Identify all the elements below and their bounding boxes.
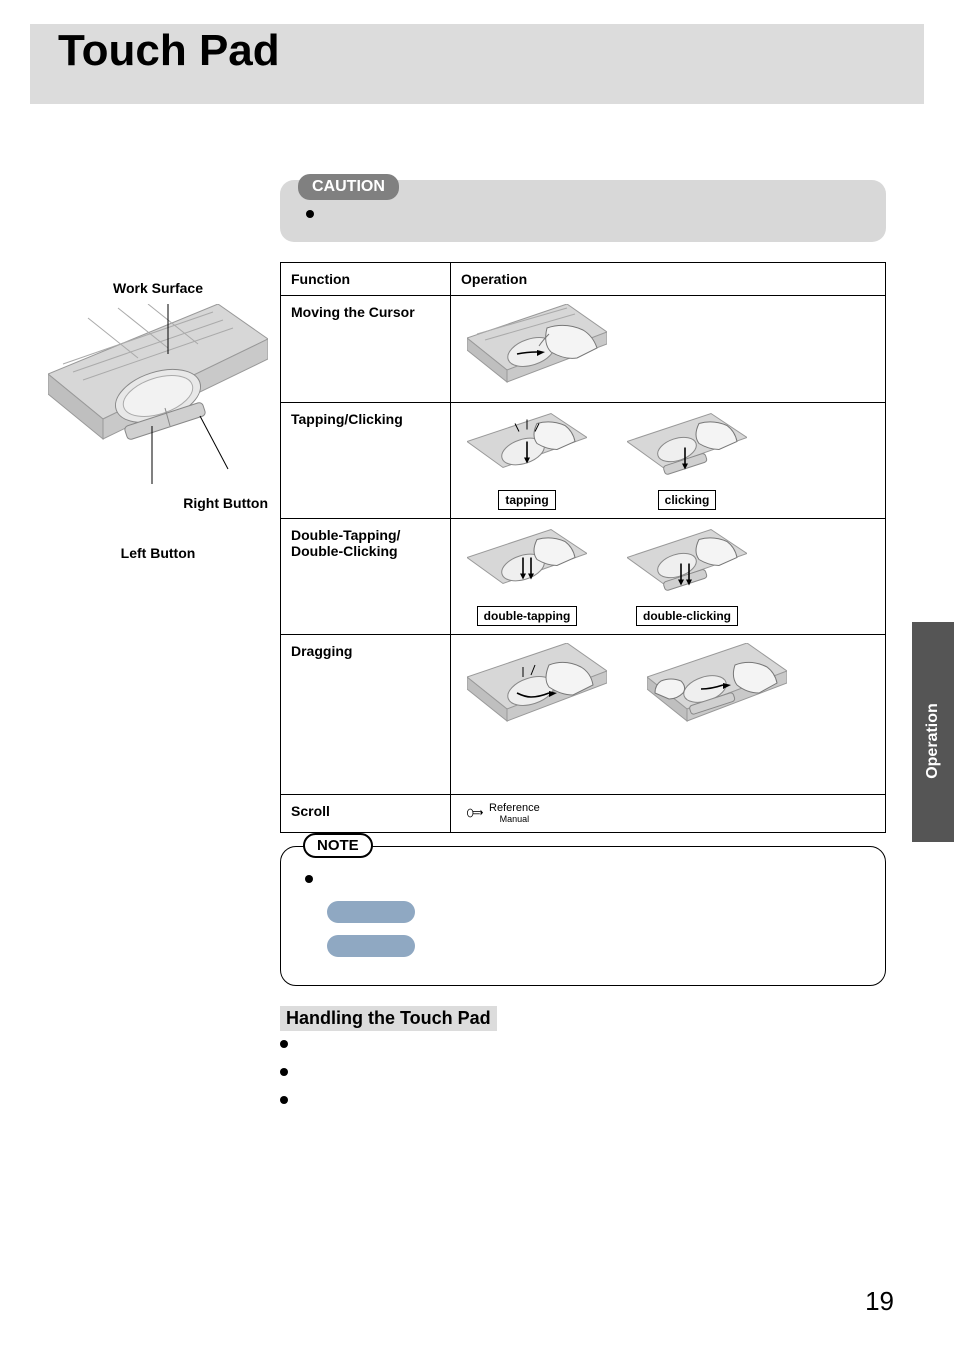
pointer-hand-icon — [467, 807, 483, 819]
double-clicking-icon — [627, 527, 747, 602]
work-surface-label: Work Surface — [48, 280, 268, 296]
operation-thumb: double-clicking — [627, 527, 747, 626]
table-row: Dragging — [281, 635, 886, 795]
caption-double-clicking: double-clicking — [636, 606, 738, 626]
side-tab-label: Operation — [924, 696, 942, 786]
double-tapping-icon — [467, 527, 587, 602]
operation-thumb — [467, 304, 607, 394]
left-button-label: Left Button — [48, 545, 268, 561]
reference-text-bottom: Manual — [489, 815, 540, 824]
move-cursor-icon — [467, 304, 607, 394]
reference-text-top: Reference — [489, 803, 540, 815]
clicking-icon — [627, 411, 747, 486]
func-label: Tapping/Clicking — [291, 411, 403, 427]
func-label: Moving the Cursor — [291, 304, 415, 320]
func-label: Scroll — [291, 803, 330, 819]
header-operation: Operation — [451, 263, 886, 296]
caption-tapping: tapping — [498, 490, 555, 510]
operation-thumb — [647, 643, 787, 733]
func-label: Double-Tapping/ Double-Clicking — [291, 527, 400, 559]
caution-box: CAUTION — [280, 180, 886, 242]
note-placeholder-1 — [327, 901, 415, 923]
note-label: NOTE — [303, 833, 373, 858]
handling-bullets — [280, 1040, 288, 1104]
caution-bullet — [306, 210, 314, 218]
header-function: Function — [281, 263, 451, 296]
dragging-click-icon — [647, 643, 787, 733]
table-row: Scroll Reference Manual — [281, 795, 886, 833]
reference-link: Reference Manual — [461, 803, 875, 824]
handling-heading: Handling the Touch Pad — [280, 1006, 497, 1031]
bullet-icon — [280, 1068, 288, 1076]
tapping-icon — [467, 411, 587, 486]
note-box: NOTE — [280, 846, 886, 986]
operation-thumb — [467, 643, 607, 733]
operation-thumb: clicking — [627, 411, 747, 510]
touchpad-illustration — [48, 304, 268, 484]
dragging-tap-icon — [467, 643, 607, 733]
caption-double-tapping: double-tapping — [477, 606, 578, 626]
bullet-icon — [280, 1096, 288, 1104]
page-title: Touch Pad — [58, 26, 280, 76]
note-placeholder-2 — [327, 935, 415, 957]
note-bullet — [305, 875, 313, 883]
touchpad-diagram: Work Surface Right Button Left Button — [48, 280, 268, 561]
table-row: Double-Tapping/ Double-Clicking — [281, 519, 886, 635]
table-row: Tapping/Clicking — [281, 403, 886, 519]
operation-thumb: double-tapping — [467, 527, 587, 626]
table-row: Moving the Cursor — [281, 296, 886, 403]
func-label: Dragging — [291, 643, 352, 659]
bullet-icon — [280, 1040, 288, 1048]
caution-label: CAUTION — [298, 174, 399, 200]
page-number: 19 — [865, 1286, 894, 1317]
side-tab: Operation — [912, 622, 954, 842]
right-button-label: Right Button — [48, 495, 268, 511]
operation-thumb: tapping — [467, 411, 587, 510]
caption-clicking: clicking — [658, 490, 717, 510]
table-header-row: Function Operation — [281, 263, 886, 296]
function-table: Function Operation Moving the Cursor — [280, 262, 886, 833]
